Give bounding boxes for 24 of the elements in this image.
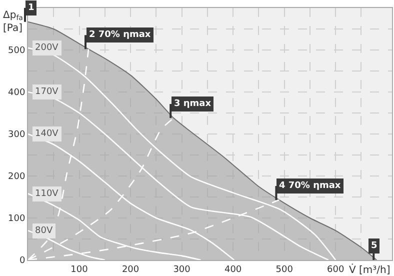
series-label: 80V: [35, 226, 54, 236]
annotation: 4 70% ηmax: [279, 181, 341, 191]
x-tick-label: 100: [70, 264, 88, 275]
x-tick-label: 600: [327, 264, 344, 275]
annotation: 5: [371, 241, 378, 251]
y-axis-title: Δp$_{fa}$ [Pa]: [3, 10, 23, 34]
y-tick-label: 400: [8, 88, 26, 98]
annotation: 3 ηmax: [174, 99, 212, 109]
x-axis-title: V̇ [m³/h]: [349, 263, 390, 276]
x-tick-label: 500: [276, 264, 294, 275]
x-tick-label: 300: [173, 264, 191, 275]
x-tick-label: 400: [224, 264, 242, 275]
y-tick-label: 200: [8, 172, 26, 182]
y-tick-label: 300: [8, 130, 26, 140]
annotation: 2 70% ηmax: [89, 30, 151, 40]
y-tick-label: 500: [8, 46, 26, 56]
series-label: 170V: [35, 87, 60, 97]
series-label: 140V: [35, 129, 60, 139]
series-label: 110V: [35, 189, 60, 199]
annotation: 1: [28, 3, 34, 13]
series-label: 200V: [35, 43, 60, 53]
x-tick-label: 200: [122, 264, 140, 275]
y-tick-label: 0: [19, 256, 26, 266]
y-tick-label: 100: [8, 214, 26, 224]
